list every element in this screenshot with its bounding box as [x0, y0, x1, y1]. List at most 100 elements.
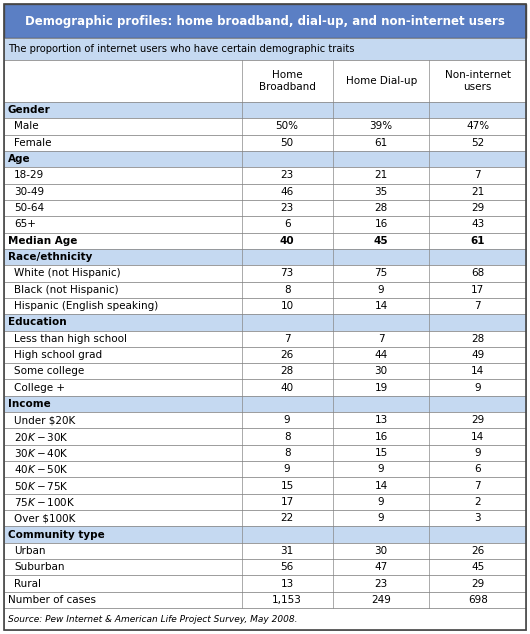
Bar: [4, 330, 526, 347]
Bar: [4, 38, 526, 60]
Bar: [4, 134, 526, 151]
Text: 30: 30: [375, 366, 388, 377]
Text: 13: 13: [375, 415, 388, 425]
Bar: [4, 559, 526, 575]
Bar: [4, 249, 526, 265]
Text: Gender: Gender: [8, 105, 51, 115]
Text: 31: 31: [280, 546, 294, 556]
Bar: [4, 445, 526, 461]
Text: 49: 49: [471, 350, 484, 360]
Bar: [4, 380, 526, 396]
Text: 47%: 47%: [466, 122, 489, 131]
Bar: [4, 4, 526, 38]
Text: 43: 43: [471, 219, 484, 230]
Text: 1,153: 1,153: [272, 595, 302, 605]
Text: 39%: 39%: [369, 122, 393, 131]
Text: 9: 9: [378, 285, 384, 295]
Bar: [4, 167, 526, 184]
Bar: [4, 314, 526, 330]
Bar: [4, 477, 526, 494]
Text: 14: 14: [375, 301, 388, 311]
Bar: [4, 233, 526, 249]
Text: Number of cases: Number of cases: [8, 595, 96, 605]
Text: Home
Broadband: Home Broadband: [259, 70, 316, 92]
Bar: [4, 494, 526, 510]
Text: Rural: Rural: [14, 578, 41, 588]
Text: White (not Hispanic): White (not Hispanic): [14, 268, 121, 278]
Text: 8: 8: [284, 432, 290, 442]
Text: 45: 45: [374, 236, 388, 246]
Text: The proportion of internet users who have certain demographic traits: The proportion of internet users who hav…: [8, 44, 355, 54]
Text: 65+: 65+: [14, 219, 36, 230]
Text: 68: 68: [471, 268, 484, 278]
Text: Age: Age: [8, 154, 31, 164]
Text: 61: 61: [471, 236, 485, 246]
Text: 7: 7: [474, 481, 481, 491]
Text: 9: 9: [378, 497, 384, 507]
Text: 19: 19: [375, 383, 388, 392]
Text: 15: 15: [280, 481, 294, 491]
Text: 23: 23: [280, 171, 294, 181]
Text: Community type: Community type: [8, 529, 105, 540]
Text: 7: 7: [284, 333, 290, 344]
Bar: [4, 200, 526, 216]
Text: 15: 15: [375, 448, 388, 458]
Text: Male: Male: [14, 122, 39, 131]
Bar: [4, 347, 526, 363]
Text: College +: College +: [14, 383, 65, 392]
Text: Home Dial-up: Home Dial-up: [346, 76, 417, 86]
Text: 16: 16: [375, 219, 388, 230]
Text: 40: 40: [280, 236, 295, 246]
Text: 29: 29: [471, 578, 484, 588]
Text: 45: 45: [471, 562, 484, 573]
Text: Over $100K: Over $100K: [14, 514, 75, 523]
Text: 30: 30: [375, 546, 388, 556]
Bar: [4, 102, 526, 119]
Text: 8: 8: [284, 285, 290, 295]
Text: 14: 14: [471, 366, 484, 377]
Bar: [4, 575, 526, 592]
Text: 22: 22: [280, 514, 294, 523]
Text: $30K-$40K: $30K-$40K: [14, 447, 69, 459]
Text: 9: 9: [284, 415, 290, 425]
Bar: [4, 60, 526, 102]
Text: 698: 698: [468, 595, 488, 605]
Text: 8: 8: [284, 448, 290, 458]
Bar: [4, 363, 526, 380]
Text: Female: Female: [14, 138, 51, 148]
Bar: [4, 543, 526, 559]
Text: 29: 29: [471, 203, 484, 213]
Text: 21: 21: [375, 171, 388, 181]
Bar: [4, 608, 526, 630]
Text: 7: 7: [378, 333, 384, 344]
Text: $50K-$75K: $50K-$75K: [14, 479, 69, 491]
Bar: [4, 119, 526, 134]
Bar: [4, 526, 526, 543]
Bar: [4, 184, 526, 200]
Bar: [4, 592, 526, 608]
Text: 50-64: 50-64: [14, 203, 44, 213]
Text: 50: 50: [280, 138, 294, 148]
Text: 73: 73: [280, 268, 294, 278]
Text: 9: 9: [284, 464, 290, 474]
Text: 28: 28: [471, 333, 484, 344]
Text: 14: 14: [375, 481, 388, 491]
Text: 18-29: 18-29: [14, 171, 44, 181]
Text: 3: 3: [474, 514, 481, 523]
Text: 10: 10: [280, 301, 294, 311]
Text: Hispanic (English speaking): Hispanic (English speaking): [14, 301, 158, 311]
Text: 28: 28: [375, 203, 388, 213]
Text: 28: 28: [280, 366, 294, 377]
Text: 17: 17: [280, 497, 294, 507]
Text: Race/ethnicity: Race/ethnicity: [8, 252, 92, 262]
Bar: [4, 461, 526, 477]
Text: 75: 75: [375, 268, 388, 278]
Text: Non-internet
users: Non-internet users: [445, 70, 511, 92]
Bar: [4, 265, 526, 281]
Text: 7: 7: [474, 301, 481, 311]
Text: 30-49: 30-49: [14, 187, 44, 197]
Text: Under $20K: Under $20K: [14, 415, 75, 425]
Text: Some college: Some college: [14, 366, 84, 377]
Text: 61: 61: [375, 138, 388, 148]
Text: 13: 13: [280, 578, 294, 588]
